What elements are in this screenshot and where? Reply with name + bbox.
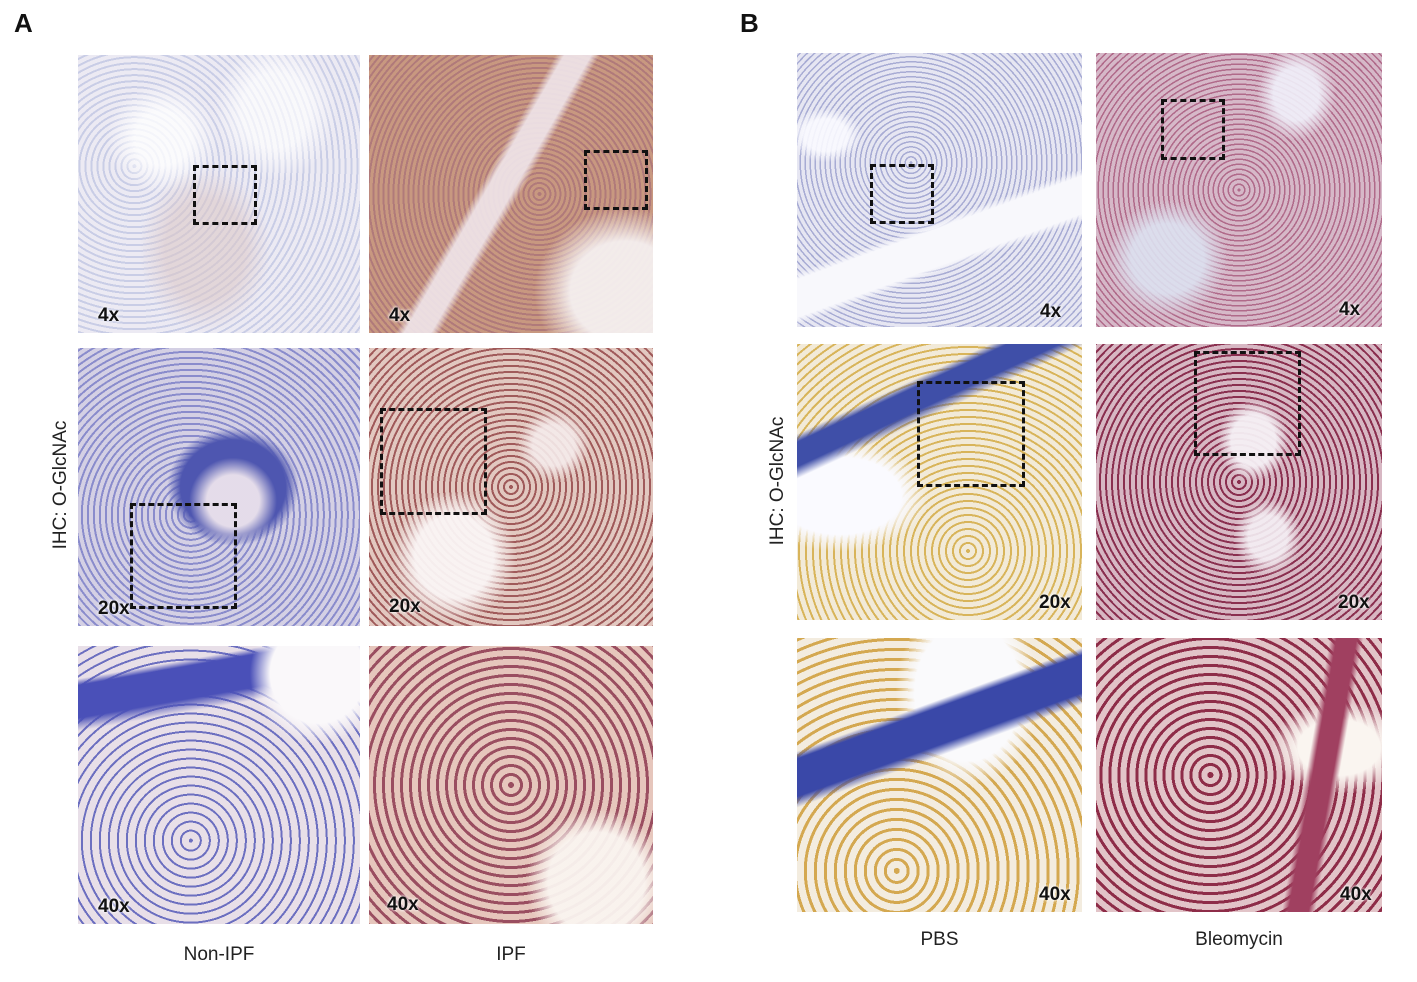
magnification-label: 40x [98,896,130,917]
magnification-label: 20x [389,596,421,617]
magnification-label: 40x [1340,884,1372,905]
image-nonipf-20x: 20x [78,348,360,626]
image-bleomycin-4x: 4x [1096,53,1382,327]
zoom-region-box [193,165,257,225]
magnification-label: 20x [1338,592,1370,613]
zoom-region-box [130,503,237,609]
image-bleomycin-40x: 40x [1096,638,1382,912]
panel-a-letter: A [14,8,33,38]
image-nonipf-40x: 40x [78,646,360,924]
panel-a-ylabel: IHC: O-GlcNAc [50,420,71,550]
zoom-region-box [870,164,934,224]
image-pbs-4x: 4x [797,53,1082,327]
zoom-region-box [1161,99,1225,160]
column-label-pbs: PBS [920,929,959,950]
image-ipf-4x: 4x [369,55,653,333]
zoom-region-box [917,381,1025,487]
image-ipf-20x: 20x [369,348,653,626]
image-ipf-40x: 40x [369,646,653,924]
column-label-ipf: IPF [496,944,526,965]
magnification-label: 20x [1039,592,1071,613]
magnification-label: 4x [389,305,411,326]
magnification-label: 4x [98,305,120,326]
zoom-region-box [584,150,648,210]
magnification-label: 40x [387,894,419,915]
panel-b-ylabel: IHC: O-GlcNAc [767,416,788,546]
magnification-label: 40x [1039,884,1071,905]
column-label-nonipf: Non-IPF [183,944,255,965]
image-bleomycin-20x: 20x [1096,344,1382,620]
magnification-label: 4x [1040,301,1062,322]
magnification-label: 20x [98,598,130,619]
panel-b-letter: B [740,8,759,38]
magnification-label: 4x [1339,299,1361,320]
image-nonipf-4x: 4x [78,55,360,333]
zoom-region-box [380,408,487,515]
image-pbs-40x: 40x [797,638,1082,912]
column-label-bleomycin: Bleomycin [1195,929,1283,950]
image-pbs-20x: 20x [797,344,1082,620]
zoom-region-box [1194,351,1301,456]
